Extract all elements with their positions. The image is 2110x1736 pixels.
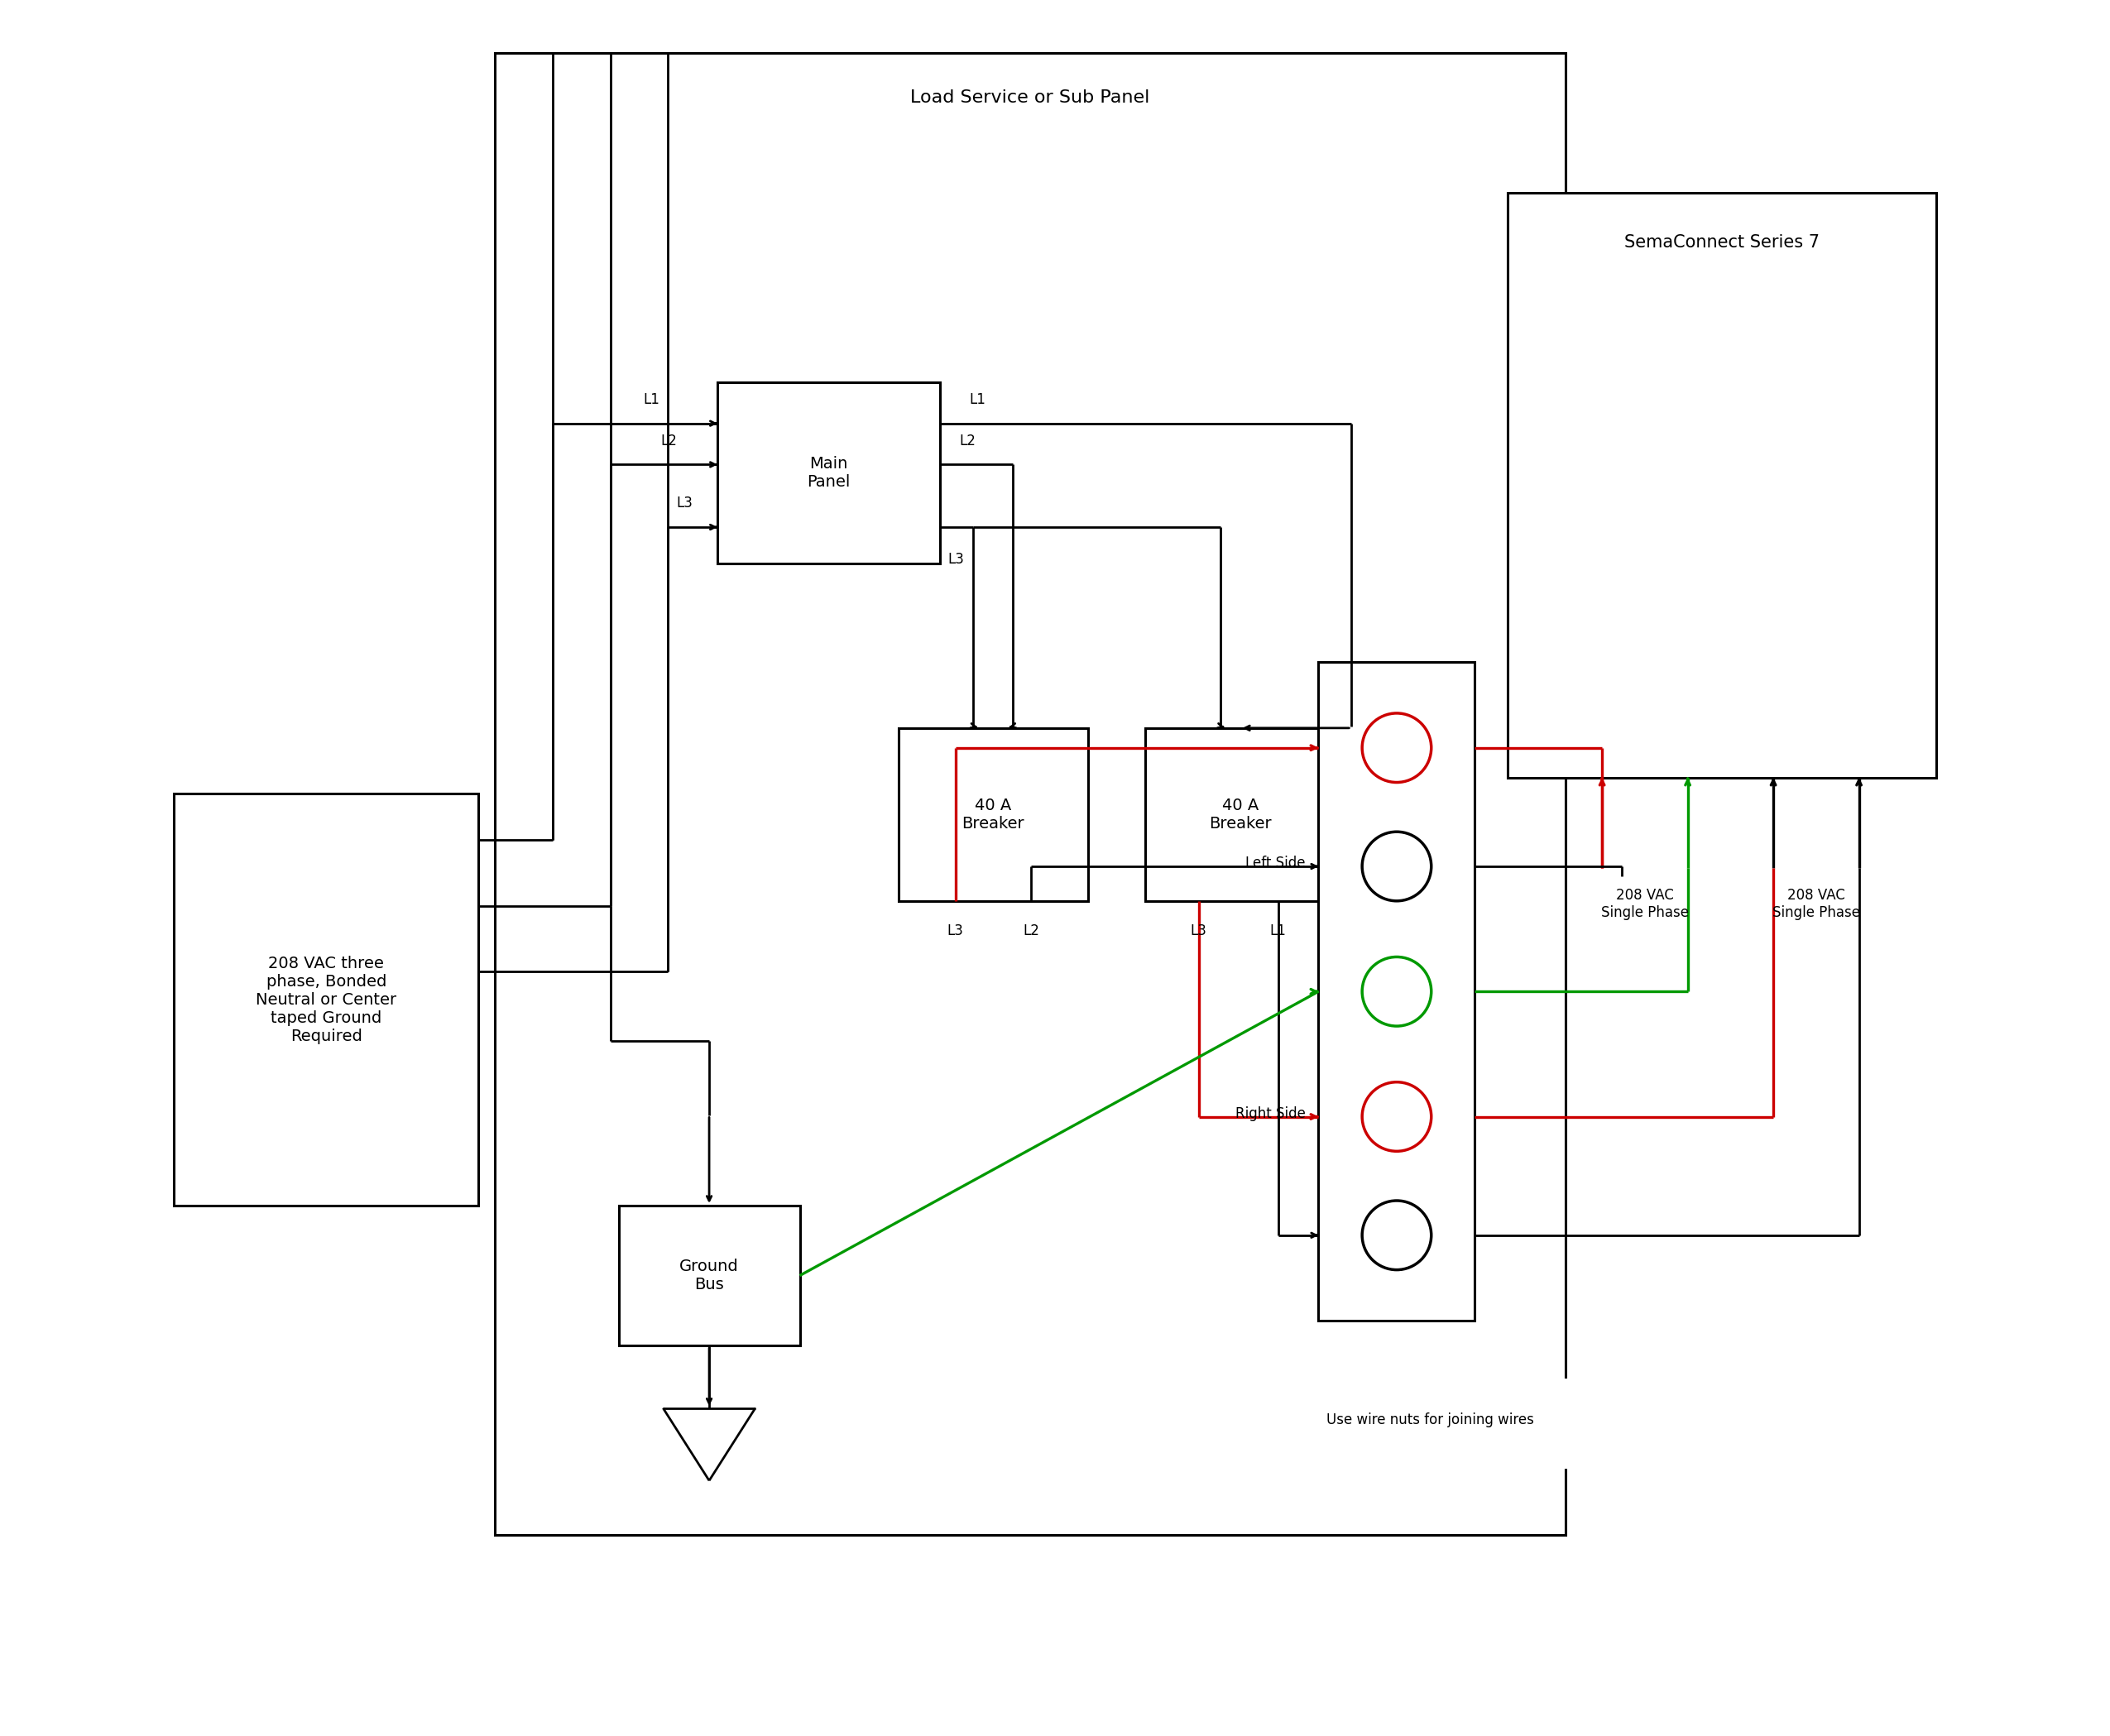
- Bar: [1319, 661, 1475, 1321]
- Text: Main
Panel: Main Panel: [806, 457, 850, 490]
- Text: 208 VAC
Single Phase: 208 VAC Single Phase: [1772, 887, 1861, 920]
- Circle shape: [1363, 832, 1431, 901]
- Text: Load Service or Sub Panel: Load Service or Sub Panel: [912, 89, 1150, 106]
- Text: L2: L2: [1023, 924, 1040, 937]
- Text: 208 VAC
Single Phase: 208 VAC Single Phase: [1601, 887, 1688, 920]
- Text: Right Side: Right Side: [1234, 1106, 1306, 1121]
- Bar: [899, 727, 1089, 901]
- Circle shape: [1363, 713, 1431, 783]
- Bar: [496, 52, 1566, 1535]
- Text: L3: L3: [947, 924, 964, 937]
- Text: L2: L2: [960, 434, 977, 448]
- Circle shape: [1363, 957, 1431, 1026]
- Text: L1: L1: [644, 392, 660, 406]
- Bar: [1509, 193, 1937, 778]
- Text: L3: L3: [1190, 924, 1207, 937]
- Bar: [173, 793, 479, 1205]
- Text: L3: L3: [947, 552, 964, 566]
- Text: SemaConnect Series 7: SemaConnect Series 7: [1625, 234, 1819, 250]
- Circle shape: [1363, 1082, 1431, 1151]
- Bar: [618, 1205, 800, 1345]
- Bar: [717, 382, 939, 564]
- Text: 40 A
Breaker: 40 A Breaker: [1209, 797, 1272, 832]
- Text: Ground
Bus: Ground Bus: [679, 1259, 738, 1293]
- Text: L3: L3: [675, 496, 692, 510]
- Text: L2: L2: [660, 434, 677, 448]
- Bar: [1146, 727, 1336, 901]
- Text: 208 VAC three
phase, Bonded
Neutral or Center
taped Ground
Required: 208 VAC three phase, Bonded Neutral or C…: [255, 955, 397, 1043]
- Text: L1: L1: [1270, 924, 1287, 937]
- Bar: [1315, 1378, 1726, 1469]
- Text: Left Side: Left Side: [1245, 856, 1306, 870]
- Text: 40 A
Breaker: 40 A Breaker: [962, 797, 1025, 832]
- Text: L1: L1: [968, 392, 985, 406]
- Text: Use wire nuts for joining wires: Use wire nuts for joining wires: [1327, 1411, 1534, 1427]
- Circle shape: [1363, 1201, 1431, 1269]
